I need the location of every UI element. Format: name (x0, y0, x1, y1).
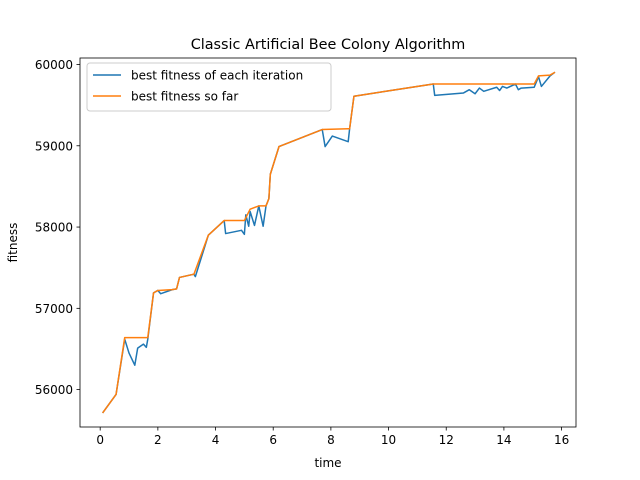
x-tick-label: 10 (381, 433, 396, 447)
y-tick-label: 58000 (35, 221, 73, 235)
x-tick-label: 14 (496, 433, 511, 447)
x-tick-label: 16 (554, 433, 569, 447)
chart-title: Classic Artificial Bee Colony Algorithm (191, 37, 466, 53)
x-tick-label: 6 (269, 433, 277, 447)
axes-frame (79, 57, 577, 428)
x-tick-label: 0 (96, 433, 104, 447)
y-tick-label: 60000 (35, 58, 73, 72)
ticks-layer: 0 2 4 6 8 10 12 14 16 56000 57000 58000 59000 60000 (35, 58, 569, 447)
y-axis-label: fitness (6, 223, 20, 263)
legend-box (86, 62, 332, 112)
y-tick-label: 56000 (35, 383, 73, 397)
x-tick-label: 4 (212, 433, 220, 447)
legend-entry-label: best fitness of each iteration (131, 68, 303, 82)
x-tick-label: 8 (327, 433, 335, 447)
series-layer (102, 71, 556, 414)
x-tick-label: 12 (439, 433, 454, 447)
legend-entry-label: best fitness so far (131, 89, 238, 103)
series-line-best-so-far (102, 71, 556, 414)
y-tick-label: 59000 (35, 139, 73, 153)
y-tick-label: 57000 (35, 302, 73, 316)
legend: best fitness of each iteration best fitne… (86, 62, 332, 112)
x-tick-label: 2 (154, 433, 162, 447)
x-axis-label: time (314, 456, 341, 470)
